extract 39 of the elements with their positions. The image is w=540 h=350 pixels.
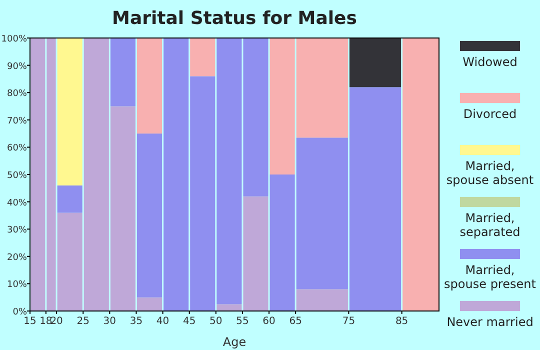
y-tick-label: 20% — [6, 252, 28, 263]
x-tick-label: 75 — [342, 316, 356, 327]
x-tick-label: 55 — [236, 316, 249, 327]
legend-label: Divorced — [463, 107, 517, 121]
x-tick-label: 50 — [210, 316, 222, 327]
legend-label: Married, spouse present — [444, 263, 536, 291]
y-tick-label: 30% — [6, 226, 28, 236]
y-tick-label: 70% — [6, 116, 28, 126]
x-tick-label: 85 — [395, 316, 408, 327]
legend-label: Married, separated — [460, 211, 520, 239]
y-tick-label: 80% — [6, 89, 28, 100]
legend-label: Married, spouse absent — [446, 159, 534, 187]
y-tick-label: 40% — [6, 198, 28, 208]
bar — [348, 38, 402, 88]
x-axis-title: Age — [222, 335, 246, 349]
x-tick-label: 25 — [76, 316, 90, 327]
x-tick-label: 45 — [182, 316, 196, 327]
y-tick-label: 60% — [6, 144, 28, 154]
x-tick-label: 40 — [156, 316, 170, 327]
legend-label: Widowed — [462, 55, 518, 69]
bar — [110, 38, 136, 106]
x-tick-label: 60 — [262, 316, 276, 327]
x-tick-label: 18 — [40, 316, 52, 327]
bar — [189, 38, 216, 76]
x-tick-label: 65 — [289, 316, 302, 327]
bar — [56, 185, 84, 213]
y-tick-label: 100% — [1, 34, 28, 44]
chart-title: Marital Status for Males — [112, 8, 357, 29]
bar — [136, 38, 163, 134]
legend-label: Never married — [446, 315, 534, 329]
x-tick-label: 15 — [24, 316, 36, 327]
y-tick-label: 90% — [6, 62, 28, 72]
bar — [56, 38, 84, 186]
y-tick-label: 0% — [12, 308, 28, 318]
x-tick-label: 30 — [103, 316, 116, 327]
y-tick-label: 50% — [6, 171, 28, 181]
x-tick-label: 35 — [130, 316, 143, 327]
y-tick-label: 10% — [6, 280, 28, 290]
x-tick-label: 20 — [50, 316, 63, 327]
